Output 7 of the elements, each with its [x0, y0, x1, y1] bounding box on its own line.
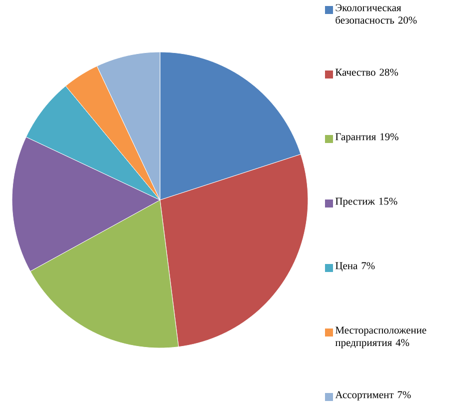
legend-label: Гарантия 19% — [335, 133, 398, 142]
legend-label: Престиж 15% — [335, 198, 398, 207]
legend-label: Месторасположение предприятия 4% — [335, 326, 426, 348]
legend-label: Экологическая безопасность 20% — [336, 4, 417, 24]
legend-label: Ассортимент 7% — [335, 391, 411, 400]
legend-label: Качество 28% — [335, 68, 398, 76]
legend-label: Цена 7% — [335, 262, 375, 272]
